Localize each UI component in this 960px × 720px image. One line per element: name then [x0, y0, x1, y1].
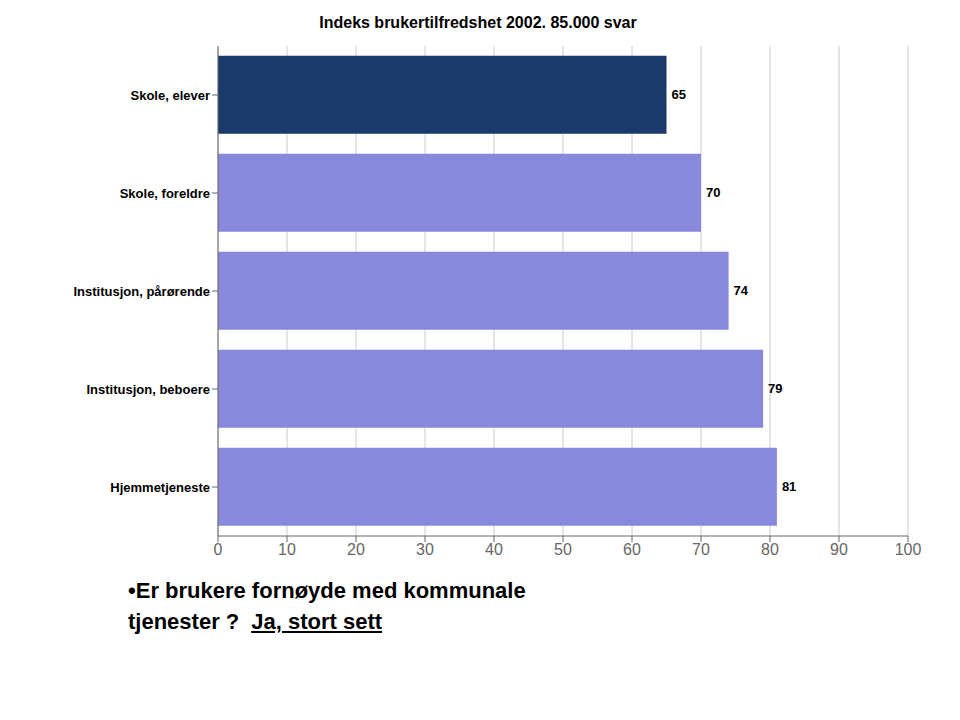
- svg-text:70: 70: [706, 185, 720, 200]
- svg-text:74: 74: [734, 283, 749, 298]
- svg-text:Hjemmetjeneste: Hjemmetjeneste: [110, 480, 210, 495]
- svg-text:81: 81: [782, 479, 796, 494]
- svg-text:70: 70: [692, 541, 710, 558]
- svg-text:80: 80: [761, 541, 779, 558]
- svg-text:30: 30: [416, 541, 434, 558]
- html-text:Ja, stort sett: Ja, stort sett: [251, 608, 383, 634]
- html-text:•Er brukere fornøyde med kommu: •Er brukere fornøyde med kommunale: [128, 578, 526, 603]
- svg-text:90: 90: [830, 541, 848, 558]
- svg-text:79: 79: [768, 381, 782, 396]
- svg-text:Skole, elever: Skole, elever: [131, 88, 211, 103]
- svg-text:20: 20: [347, 541, 365, 558]
- svg-text:100: 100: [895, 541, 922, 558]
- svg-text:10: 10: [278, 541, 296, 558]
- svg-text:Skole, foreldre: Skole, foreldre: [120, 186, 210, 201]
- svg-text:50: 50: [554, 541, 572, 558]
- svg-text:Institusjon, beboere: Institusjon, beboere: [86, 382, 210, 397]
- svg-text:40: 40: [485, 541, 503, 558]
- svg-text:Institusjon, pårørende: Institusjon, pårørende: [73, 284, 210, 299]
- html-text:tjenester ?: tjenester ?: [128, 608, 240, 634]
- svg-text:65: 65: [672, 87, 686, 102]
- svg-text:60: 60: [623, 541, 641, 558]
- html-text:Indeks brukertilfredshet 2002.: Indeks brukertilfredshet 2002. 85.000 sv…: [319, 14, 637, 31]
- svg-text:0: 0: [214, 541, 223, 558]
